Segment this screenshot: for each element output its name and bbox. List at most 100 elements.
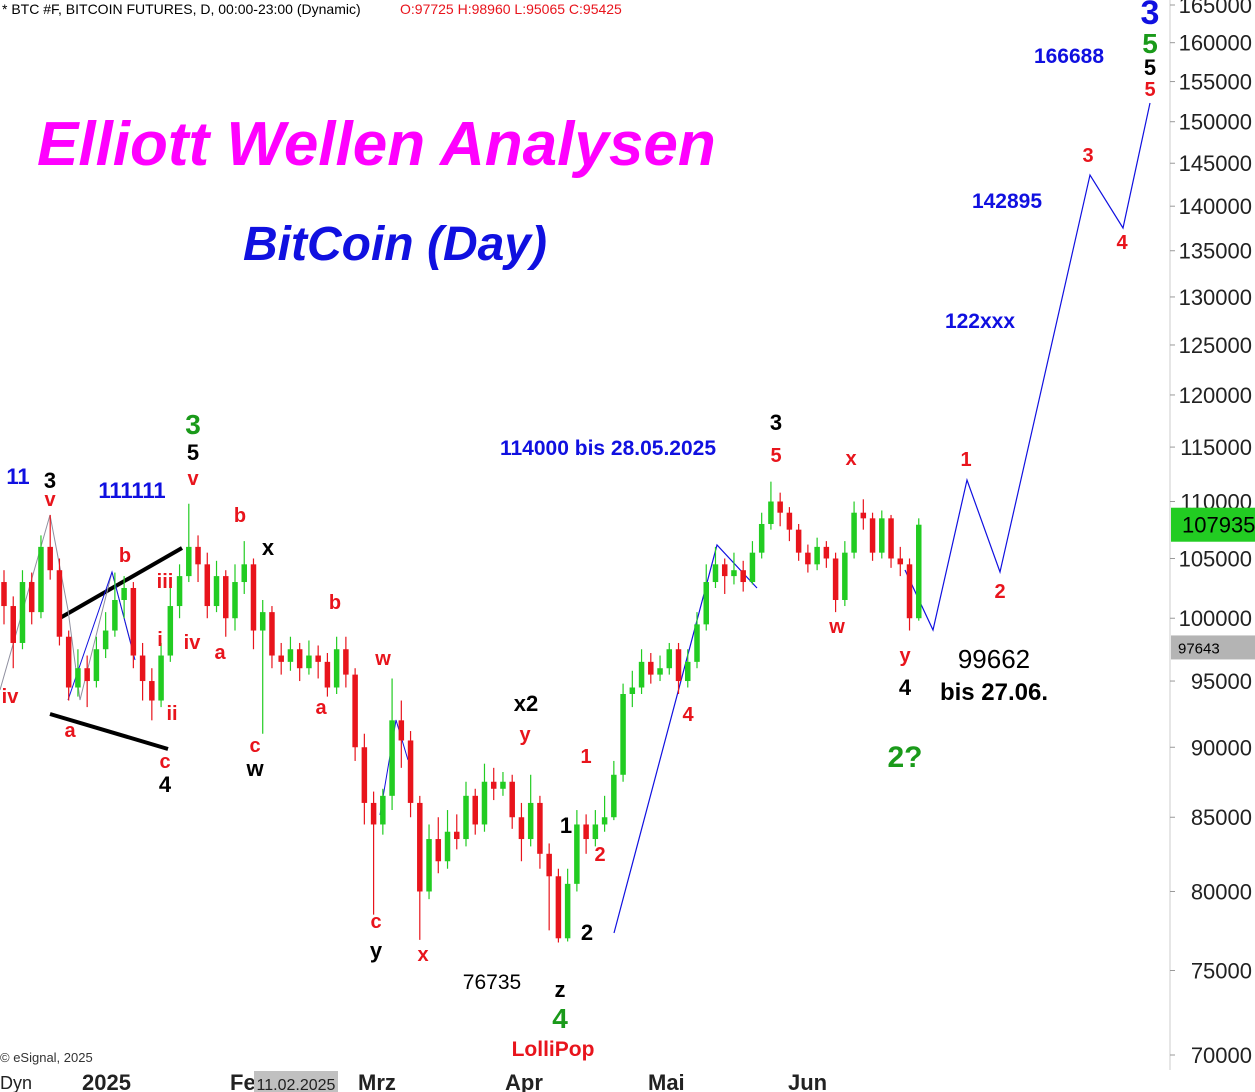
wave-label: z [555, 977, 566, 1002]
footer: © eSignal, 2025 [0, 1050, 93, 1065]
candle-body [869, 518, 876, 553]
wave-label: x [262, 535, 275, 560]
wave-label: w [245, 756, 264, 781]
candle-body [675, 649, 682, 682]
wave-label: iii [157, 571, 174, 593]
wave-label: y [899, 645, 911, 667]
candle-body [832, 558, 839, 600]
candle-body [823, 546, 830, 559]
candle-body [897, 558, 904, 565]
ref-price-label: 97643 [1178, 640, 1220, 657]
header-ohlc: O:97725 H:98960 L:95065 C:95425 [400, 1, 622, 17]
wave-label: 3 [770, 410, 782, 435]
y-tick-label: 125000 [1179, 333, 1252, 358]
y-tick-label: 100000 [1179, 606, 1252, 631]
chart-title: Elliott Wellen Analysen [37, 110, 716, 179]
candle-body [195, 546, 201, 565]
x-tick-label: Jun [788, 1070, 827, 1092]
candle-body [56, 570, 63, 637]
candle-body [167, 606, 174, 656]
candle-body [564, 883, 571, 939]
candle-body [370, 802, 377, 825]
candle-body [768, 501, 774, 524]
wave-label: 3 [1082, 145, 1093, 167]
trend-line [59, 546, 183, 620]
wave-line [67, 570, 136, 701]
wave-label: 3 [185, 409, 201, 440]
candle-body [84, 668, 90, 682]
y-tick-label: 70000 [1191, 1043, 1252, 1068]
wave-label: x2 [514, 691, 538, 716]
wave-label: 2 [581, 920, 593, 945]
wave-line [379, 719, 409, 816]
candle-body [805, 552, 811, 565]
wave-label: a [315, 697, 327, 719]
wave-label: c [159, 751, 170, 773]
drawings [0, 102, 1151, 943]
candle-body [75, 668, 81, 688]
wave-label: 5 [770, 445, 781, 467]
candle-body [444, 831, 451, 862]
wave-label: v [44, 489, 56, 511]
crosshair-date-box [254, 1071, 338, 1092]
wave-label: iv [2, 686, 20, 708]
candle-body [343, 649, 349, 675]
x-tick-label: Apr [505, 1070, 543, 1092]
y-tick-label: 120000 [1179, 383, 1252, 408]
candle-body [250, 564, 257, 631]
candle-body [65, 636, 72, 688]
candle-body [721, 564, 728, 577]
candle-body [712, 564, 719, 583]
y-tick-label: 150000 [1179, 110, 1252, 135]
wave-label: b [119, 545, 131, 567]
wave-label: a [214, 642, 226, 664]
candle-body [112, 599, 118, 631]
candle-body [102, 630, 109, 650]
candle-body [537, 802, 543, 854]
time-axis [0, 1070, 1170, 1092]
wave-label: 166688 [1034, 45, 1104, 68]
candle-body [601, 817, 608, 825]
candle-body [795, 529, 802, 553]
x-tick-label: Dyn [0, 1073, 32, 1092]
candle-body [213, 576, 220, 607]
candle-body [232, 582, 238, 619]
candle-body [389, 720, 395, 796]
candle-body [435, 839, 442, 862]
wave-label: 3 [1141, 0, 1160, 32]
candle-body [278, 655, 284, 662]
candle-body [638, 661, 645, 688]
candle-body [758, 523, 765, 553]
wave-label: 2? [887, 741, 922, 774]
candle-body [703, 582, 709, 625]
y-tick-label: 80000 [1191, 879, 1252, 904]
candle-body [463, 795, 469, 840]
candle-body [814, 546, 820, 565]
candle-body [1, 582, 7, 607]
candle-body [223, 576, 229, 619]
candle-body [509, 781, 515, 818]
candle-body [555, 876, 562, 939]
last-price-box [1171, 507, 1255, 542]
wave-label: 3 [44, 468, 56, 493]
candle-body [186, 546, 192, 577]
candle-body [38, 546, 44, 613]
candle-body [731, 570, 737, 577]
wave-label: iv [184, 632, 202, 654]
wave-label: bis 27.06. [940, 679, 1048, 706]
x-tick-label: 11.02.2025 [257, 1077, 336, 1092]
wave-label: 76735 [463, 971, 521, 994]
candle-body [454, 831, 460, 840]
candle-body [296, 649, 303, 669]
y-tick-label: 145000 [1179, 151, 1252, 176]
wave-label: b [329, 592, 341, 614]
candle-body [259, 612, 266, 631]
candle-body [130, 587, 137, 656]
candle-body [426, 839, 432, 892]
wave-label: i [157, 629, 163, 651]
candle-body [28, 582, 35, 613]
wave-label: 2 [994, 581, 1005, 603]
wave-label: c [370, 911, 381, 933]
x-tick-label: Mai [648, 1070, 685, 1092]
